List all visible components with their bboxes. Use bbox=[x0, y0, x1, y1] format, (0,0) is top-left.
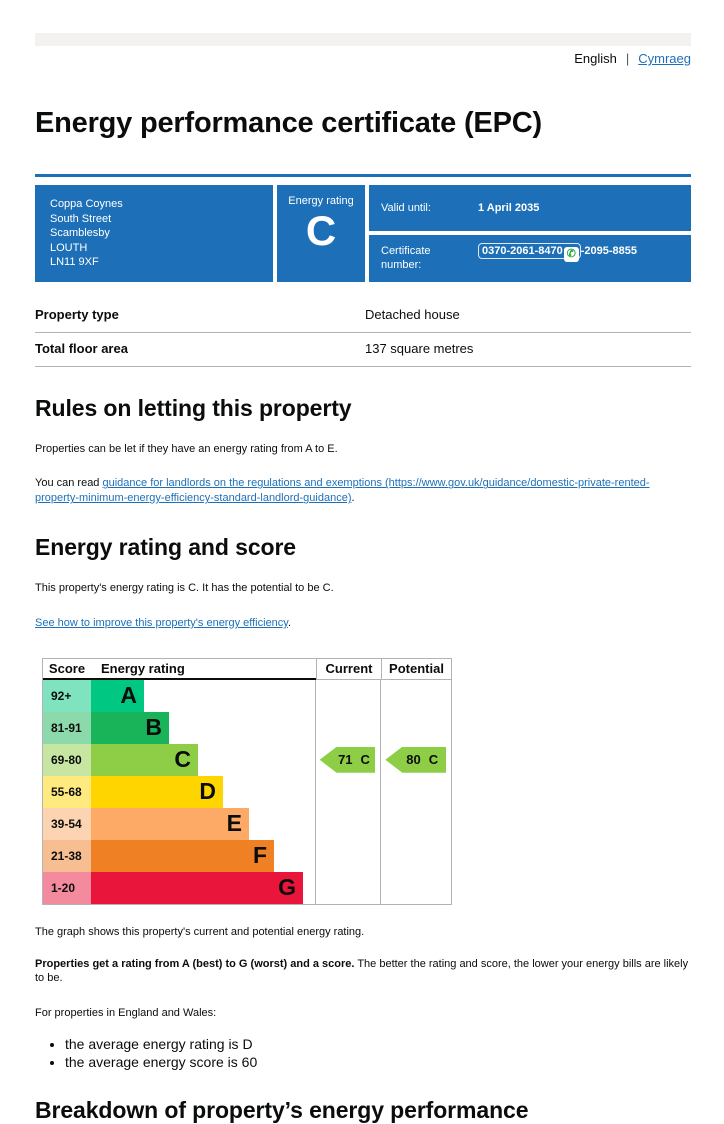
address-line: LOUTH bbox=[50, 241, 88, 254]
current-rating-arrow: 71 C bbox=[319, 746, 376, 773]
table-row: Total floor area 137 square metres bbox=[35, 333, 691, 367]
averages-list: the average energy rating is D the averag… bbox=[51, 1036, 691, 1070]
row-value: 137 square metres bbox=[365, 340, 474, 356]
band-bar: E bbox=[91, 807, 249, 840]
rules-intro: Properties can be let if they have an en… bbox=[35, 442, 338, 455]
improve-efficiency-link[interactable]: See how to improve this property's energ… bbox=[35, 616, 288, 629]
rating-explanation-rest: The better the rating and score, the low… bbox=[35, 957, 689, 985]
current-score: 71 bbox=[338, 752, 353, 768]
certificate-number-part2: -2095-8855 bbox=[580, 244, 638, 257]
band-bar: F bbox=[91, 839, 274, 872]
epc-rating-chart: Score Energy rating Current Potential 92… bbox=[42, 657, 452, 905]
potential-rating-letter: C bbox=[428, 752, 439, 768]
phone-icon[interactable]: ✆ bbox=[563, 246, 579, 262]
certificate-number-value: 0370-2061-8470 ✆ -2095-8855 bbox=[478, 242, 638, 262]
guidance-prefix: You can read bbox=[35, 477, 103, 490]
averages-intro: For properties in England and Wales: bbox=[35, 1007, 217, 1020]
band-score-range: 69-80 bbox=[43, 743, 91, 776]
row-value: Detached house bbox=[365, 306, 460, 322]
epc-band-row: 69-80 C bbox=[43, 743, 315, 776]
epc-band-row: 92+ A bbox=[43, 679, 315, 712]
language-link-cymraeg[interactable]: Cymraeg bbox=[638, 51, 691, 66]
top-gray-bar bbox=[35, 33, 691, 46]
rules-heading: Rules on letting this property bbox=[35, 394, 352, 421]
column-header-score: Score bbox=[43, 659, 91, 680]
energy-rating-label: Energy rating bbox=[288, 195, 354, 207]
improve-suffix: . bbox=[287, 616, 292, 629]
rules-guidance: You can read guidance for landlords on t… bbox=[35, 476, 691, 506]
epc-chart-header: Score Energy rating Current Potential bbox=[43, 658, 451, 680]
address-line: LN11 9XF bbox=[50, 256, 99, 269]
epc-bands: 92+ A 81-91 B 69-80 C 55-68 D 39-54 E 21-38 F 1-20 G bbox=[43, 679, 315, 904]
energy-rating-box: Energy rating C bbox=[277, 185, 365, 282]
page-title: Energy performance certificate (EPC) bbox=[35, 107, 542, 139]
epc-chart-body: 92+ A 81-91 B 69-80 C 55-68 D 39-54 E 21-38 F 1-20 G … bbox=[43, 679, 451, 904]
certificate-details: Valid until: 1 April 2035 Certificate nu… bbox=[369, 185, 691, 282]
band-bar: B bbox=[91, 711, 169, 744]
epc-band-row: 21-38 F bbox=[43, 839, 315, 872]
band-score-range: 92+ bbox=[43, 679, 91, 712]
rating-summary: This property's energy rating is C. It h… bbox=[35, 582, 334, 595]
band-score-range: 1-20 bbox=[43, 871, 91, 904]
breakdown-heading: Breakdown of property’s energy performan… bbox=[35, 1097, 529, 1124]
column-header-energy-rating: Energy rating bbox=[91, 659, 316, 680]
band-bar: D bbox=[91, 775, 223, 808]
certificate-number-label: Certificate number: bbox=[381, 244, 431, 272]
epc-band-row: 55-68 D bbox=[43, 775, 315, 808]
rating-explanation: Properties get a rating from A (best) to… bbox=[35, 957, 691, 987]
address-line: Coppa Coynes bbox=[50, 198, 123, 210]
current-rating-column: 71 C bbox=[314, 679, 381, 904]
landlord-guidance-link[interactable]: guidance for landlords on the regulation… bbox=[35, 477, 650, 505]
band-bar: A bbox=[91, 679, 144, 712]
graph-caption: The graph shows this property's current … bbox=[35, 925, 365, 938]
average-item: the average energy rating is D bbox=[65, 1036, 691, 1052]
rating-explanation-bold: Properties get a rating from A (best) to… bbox=[35, 957, 355, 970]
address-line: Scamblesby bbox=[50, 227, 110, 240]
language-current: English bbox=[574, 51, 617, 66]
average-item: the average energy score is 60 bbox=[65, 1054, 691, 1070]
improve-paragraph: See how to improve this property's energ… bbox=[35, 616, 691, 631]
rating-score-heading: Energy rating and score bbox=[35, 534, 296, 561]
potential-rating-arrow: 80 C bbox=[385, 746, 446, 773]
band-bar: G bbox=[91, 871, 303, 904]
row-label: Property type bbox=[35, 306, 119, 322]
potential-rating-column: 80 C bbox=[380, 679, 451, 904]
row-label: Total floor area bbox=[35, 340, 128, 356]
valid-until-row: Valid until: 1 April 2035 bbox=[369, 185, 691, 231]
energy-rating-value: C bbox=[305, 207, 337, 254]
epc-band-row: 81-91 B bbox=[43, 711, 315, 744]
certificate-number-phone-pill[interactable]: 0370-2061-8470 ✆ bbox=[478, 242, 581, 262]
band-score-range: 21-38 bbox=[43, 839, 91, 872]
certificate-number-part1: 0370-2061-8470 bbox=[482, 244, 563, 257]
guidance-suffix: . bbox=[351, 492, 355, 505]
epc-band-row: 1-20 G bbox=[43, 871, 315, 904]
band-bar: C bbox=[91, 743, 198, 776]
section-divider-rule bbox=[35, 174, 691, 177]
language-separator: | bbox=[625, 51, 630, 66]
property-address: Coppa Coynes South Street Scamblesby LOUTH L… bbox=[35, 185, 273, 282]
current-rating-letter: C bbox=[360, 752, 370, 768]
certificate-number-row: Certificate number: 0370-2061-8470 ✆ -2095… bbox=[369, 234, 691, 282]
band-score-range: 81-91 bbox=[43, 711, 91, 744]
column-header-potential: Potential bbox=[381, 658, 451, 680]
valid-until-label: Valid until: bbox=[381, 201, 431, 214]
table-row: Property type Detached house bbox=[35, 299, 691, 333]
address-line: South Street bbox=[50, 212, 112, 225]
column-header-current: Current bbox=[316, 658, 381, 680]
band-score-range: 55-68 bbox=[43, 775, 91, 808]
certificate-summary-panel: Coppa Coynes South Street Scamblesby LOUTH L… bbox=[35, 185, 691, 282]
epc-band-row: 39-54 E bbox=[43, 807, 315, 840]
valid-until-value: 1 April 2035 bbox=[478, 201, 540, 214]
potential-score: 80 bbox=[406, 752, 421, 768]
language-switcher: English | Cymraeg bbox=[35, 51, 691, 66]
band-score-range: 39-54 bbox=[43, 807, 91, 840]
property-details-table: Property type Detached house Total floor a… bbox=[35, 299, 691, 367]
